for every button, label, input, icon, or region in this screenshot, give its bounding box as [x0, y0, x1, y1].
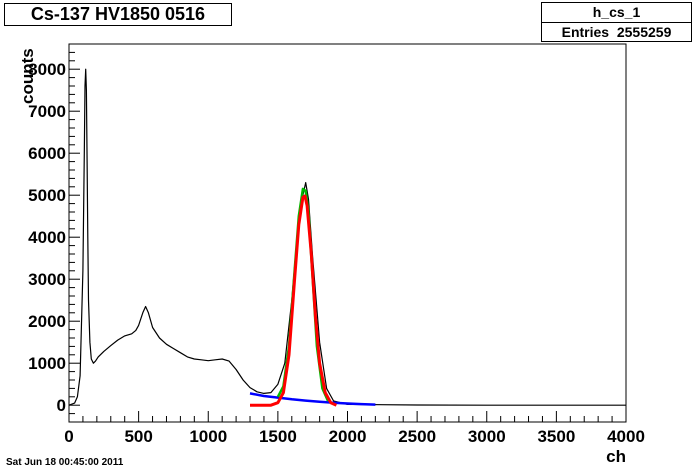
- peak-fit-line-red: [250, 194, 338, 407]
- x-axis-label: ch: [606, 447, 626, 466]
- y-axis-label: counts: [18, 48, 37, 104]
- entries-label: Entries: [561, 24, 610, 40]
- y-tick-label: 7000: [28, 102, 66, 121]
- y-tick-label: 5000: [28, 186, 66, 205]
- y-tick-label: 8000: [28, 60, 66, 79]
- x-tick-label: 3500: [537, 427, 575, 446]
- x-tick-label: 1500: [259, 427, 297, 446]
- y-tick-label: 4000: [28, 228, 66, 247]
- x-tick-label: 2500: [398, 427, 436, 446]
- x-tick-label: 2000: [329, 427, 367, 446]
- x-tick-label: 500: [124, 427, 152, 446]
- x-tick-label: 3000: [468, 427, 506, 446]
- x-tick-label: 1000: [189, 427, 227, 446]
- y-tick-label: 2000: [28, 312, 66, 331]
- date-stamp: Sat Jun 18 00:45:00 2011: [6, 457, 124, 468]
- spectrum-histogram: [68, 68, 626, 406]
- x-tick-label: 0: [64, 427, 73, 446]
- stats-box: h_cs_1 Entries 2555259: [541, 2, 692, 42]
- y-tick-label: 3000: [28, 270, 66, 289]
- y-tick-label: 1000: [28, 354, 66, 373]
- y-tick-label: 0: [57, 396, 66, 415]
- x-tick-label: 4000: [607, 427, 645, 446]
- histogram-name: h_cs_1: [542, 3, 691, 23]
- background-fit-line: [249, 392, 376, 406]
- axis-ticks: 0 500 1000 1500 2000 2500 3000 3500 4000 0 1000 200…: [28, 43, 645, 446]
- plot-frame: [68, 43, 627, 423]
- data-series: [68, 68, 626, 407]
- entries-value: 2555259: [616, 24, 672, 40]
- chart-title: Cs-137 HV1850 0516: [4, 3, 232, 26]
- entries-row: Entries 2555259: [542, 23, 691, 42]
- y-tick-label: 6000: [28, 144, 66, 163]
